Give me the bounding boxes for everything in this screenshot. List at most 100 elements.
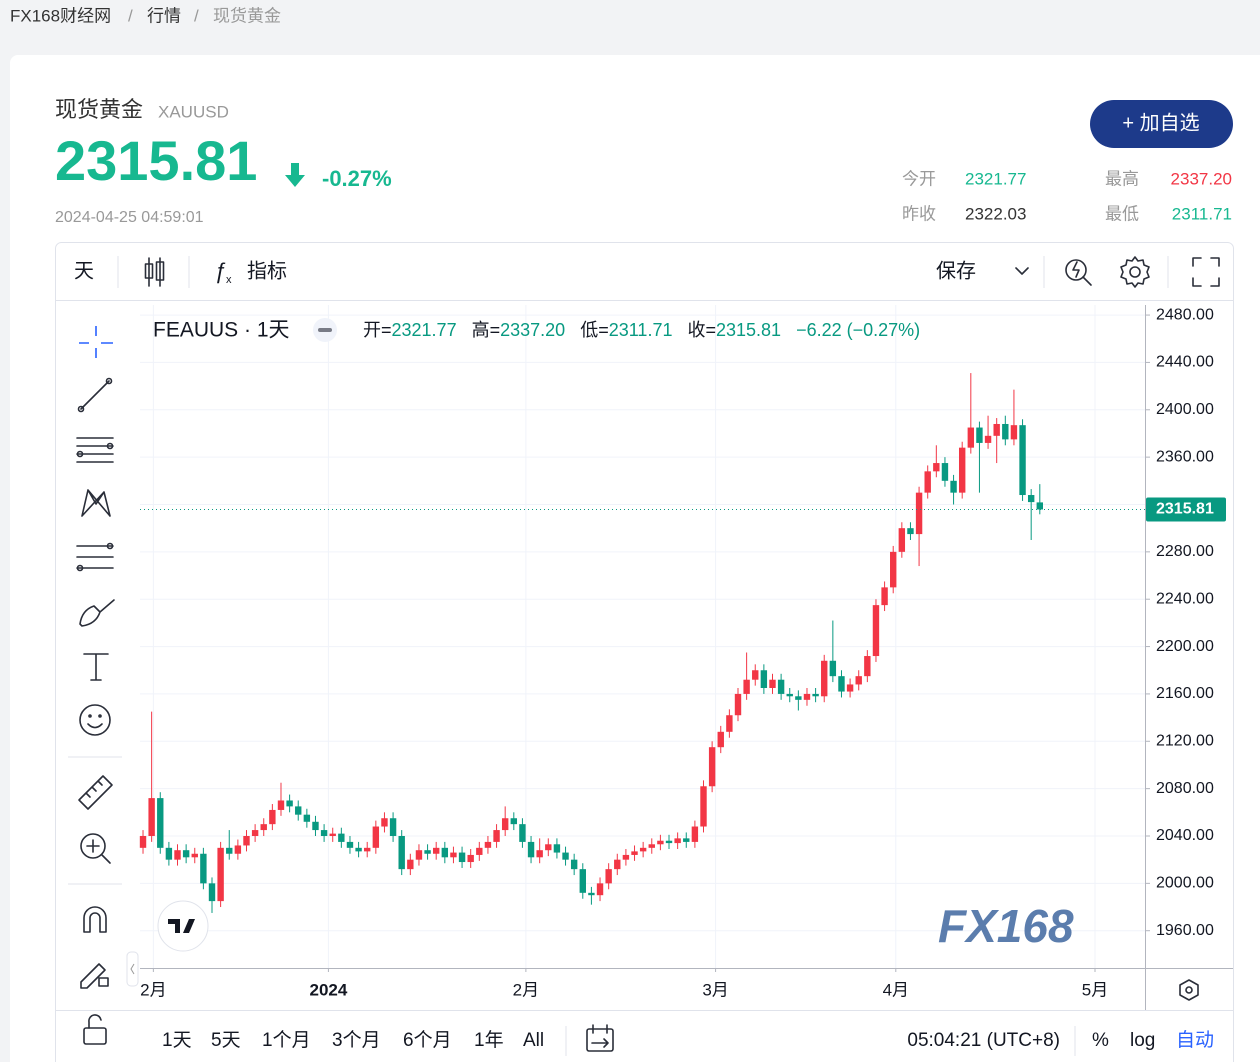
candle-body bbox=[148, 798, 155, 836]
indicator-icon[interactable]: ƒ bbox=[214, 258, 226, 283]
parallel-lines-tool[interactable] bbox=[76, 437, 114, 463]
candle-body bbox=[407, 859, 414, 870]
legend-label: 收= bbox=[687, 320, 716, 340]
candle-body bbox=[536, 850, 543, 858]
candle-body bbox=[726, 715, 733, 732]
candle-body bbox=[312, 821, 319, 831]
range-button[interactable]: 1天 bbox=[162, 1030, 192, 1051]
legend-toggle-icon[interactable] bbox=[318, 328, 332, 332]
x-tick-label: 2024 bbox=[309, 980, 347, 999]
instrument-symbol: XAUUSD bbox=[158, 102, 229, 121]
text-tool[interactable] bbox=[83, 653, 109, 681]
y-tick-label: 2400.00 bbox=[1156, 401, 1214, 418]
candle-body bbox=[622, 854, 630, 860]
watchlist-button-label[interactable]: + 加自选 bbox=[1122, 111, 1199, 134]
indicator-icon[interactable]: x bbox=[226, 274, 232, 286]
range-button[interactable]: 6个月 bbox=[403, 1029, 452, 1051]
stat-label: 最低 bbox=[1105, 204, 1139, 223]
zoom-tool[interactable] bbox=[80, 833, 111, 864]
indicators-button[interactable]: 指标 bbox=[247, 259, 287, 282]
legend-value: 2337.20 bbox=[500, 320, 565, 340]
lock-drawing-tool[interactable] bbox=[80, 963, 109, 989]
axis-settings[interactable] bbox=[1179, 979, 1199, 1001]
candle-body bbox=[269, 809, 276, 825]
candle-body bbox=[898, 528, 906, 552]
candle-body bbox=[829, 660, 837, 677]
settings-button[interactable] bbox=[1120, 256, 1150, 288]
candle-body bbox=[812, 693, 819, 697]
candle-body bbox=[1010, 425, 1018, 440]
chart-frame bbox=[55, 242, 1234, 1062]
candle-body bbox=[372, 826, 380, 848]
range-button[interactable]: 5天 bbox=[211, 1030, 241, 1051]
candle-body bbox=[657, 840, 664, 845]
candle-body bbox=[277, 800, 285, 810]
save-button[interactable]: 保存 bbox=[936, 259, 976, 282]
candle-body bbox=[760, 670, 768, 689]
quick-search-button[interactable] bbox=[1065, 259, 1092, 286]
lock-tool[interactable] bbox=[83, 1014, 107, 1045]
candle-body bbox=[752, 670, 759, 680]
tv-logo[interactable] bbox=[157, 900, 209, 952]
collapse-handle[interactable] bbox=[126, 951, 139, 987]
interval-button[interactable]: 天 bbox=[74, 260, 94, 282]
candle-body bbox=[855, 676, 862, 685]
y-tick-label: 2440.00 bbox=[1156, 354, 1214, 371]
range-button[interactable]: All bbox=[523, 1030, 544, 1051]
candle-body bbox=[260, 824, 267, 831]
auto-toggle[interactable]: 自动 bbox=[1176, 1029, 1214, 1051]
goto-date-button[interactable] bbox=[586, 1024, 614, 1052]
legend-change: −6.22 (−0.27%) bbox=[796, 320, 920, 340]
brush-tool[interactable] bbox=[79, 599, 115, 627]
candle-body bbox=[458, 852, 466, 863]
candle-body bbox=[683, 838, 690, 842]
breadcrumb-link[interactable]: 行情 bbox=[147, 6, 181, 25]
candle-body bbox=[588, 892, 595, 896]
percent-toggle[interactable]: % bbox=[1092, 1030, 1109, 1051]
candle-body bbox=[1002, 423, 1009, 440]
crosshair-tool[interactable] bbox=[79, 326, 113, 358]
candle-body bbox=[346, 841, 354, 848]
breadcrumb-link[interactable]: FX168财经网 bbox=[10, 6, 111, 25]
candle-body bbox=[890, 551, 897, 588]
candle-body bbox=[519, 824, 526, 842]
x-tick-label: 2月 bbox=[140, 980, 166, 999]
watchlist-button[interactable] bbox=[1090, 100, 1233, 148]
save-dropdown[interactable] bbox=[1015, 267, 1029, 275]
candle-body bbox=[958, 447, 966, 493]
candle-body bbox=[950, 480, 957, 493]
x-tick-label: 5月 bbox=[1082, 980, 1108, 999]
candle-body bbox=[665, 840, 673, 844]
chart-type-button[interactable] bbox=[144, 257, 165, 287]
candle-body bbox=[803, 693, 811, 700]
candle-body bbox=[967, 427, 975, 448]
legend-value: 2315.81 bbox=[716, 320, 781, 340]
ruler-tool[interactable] bbox=[78, 775, 113, 810]
range-button[interactable]: 1个月 bbox=[262, 1029, 311, 1051]
candle-body bbox=[993, 423, 1000, 436]
y-tick-label: 2160.00 bbox=[1156, 685, 1214, 702]
y-tick-label: 2080.00 bbox=[1156, 780, 1214, 797]
stat-label: 最高 bbox=[1105, 169, 1139, 188]
y-tick-label: 2480.00 bbox=[1156, 306, 1214, 323]
fib-tool[interactable] bbox=[76, 542, 114, 572]
pattern-tool[interactable] bbox=[81, 489, 111, 517]
candle-body bbox=[1019, 425, 1026, 496]
candle-body bbox=[303, 814, 311, 822]
fullscreen-button[interactable] bbox=[1192, 257, 1220, 287]
range-button[interactable]: 1年 bbox=[474, 1029, 504, 1051]
range-button[interactable]: 3个月 bbox=[332, 1029, 381, 1051]
log-toggle[interactable]: log bbox=[1130, 1030, 1155, 1051]
candle-body bbox=[984, 435, 992, 443]
candle-body bbox=[605, 869, 612, 884]
candle-body bbox=[1027, 495, 1035, 503]
trend-line-tool[interactable] bbox=[77, 377, 113, 413]
candle-body bbox=[614, 859, 621, 870]
x-tick-label: 2月 bbox=[513, 980, 539, 999]
magnet-tool[interactable] bbox=[83, 906, 107, 933]
emoji-tool[interactable] bbox=[79, 704, 111, 736]
collapse-icon[interactable] bbox=[130, 963, 135, 975]
candle-body bbox=[165, 847, 173, 860]
candle-body bbox=[786, 693, 793, 697]
candle-body bbox=[467, 854, 474, 863]
